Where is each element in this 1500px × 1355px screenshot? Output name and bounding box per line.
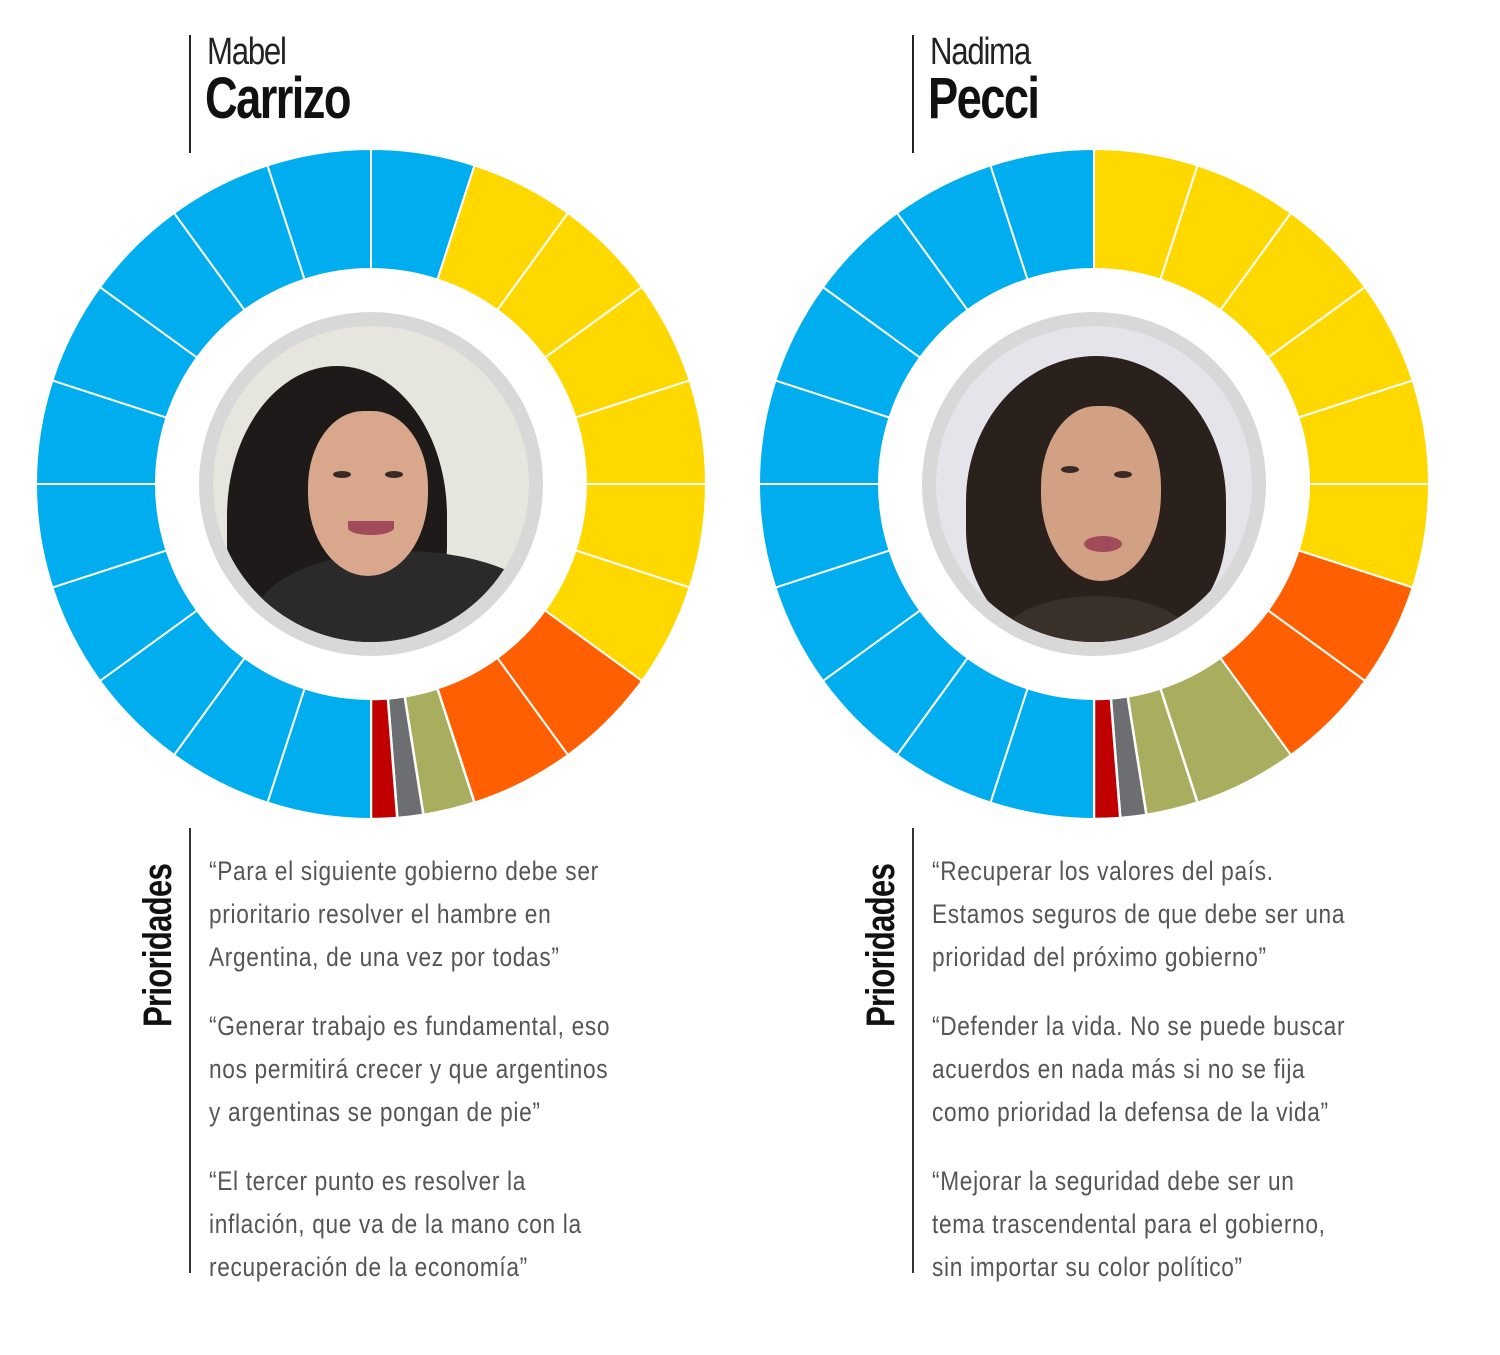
section-label-prioridades: Prioridades bbox=[859, 850, 903, 1050]
quotes-list: “Recuperar los valores del país. Estamos… bbox=[932, 850, 1452, 1315]
section-rule bbox=[912, 828, 914, 1273]
candidate-panel-pecci: Nadima Pecci Prioridades “Recuperar los … bbox=[723, 0, 1463, 1355]
photo-eye bbox=[1114, 471, 1132, 478]
quote-item: “Para el siguiente gobierno debe ser pri… bbox=[209, 856, 599, 972]
section-rule bbox=[189, 828, 191, 1273]
donut-svg bbox=[757, 147, 1431, 821]
section-label-prioridades: Prioridades bbox=[136, 850, 180, 1050]
photo-face bbox=[308, 411, 428, 576]
quote-item: “Generar trabajo es fundamental, eso nos… bbox=[209, 1011, 611, 1127]
quote-item: “Mejorar la seguridad debe ser un tema t… bbox=[932, 1166, 1326, 1282]
quote-item: “Defender la vida. No se puede buscar ac… bbox=[932, 1011, 1346, 1127]
candidate-photo bbox=[213, 326, 529, 642]
last-name: Carrizo bbox=[205, 66, 352, 131]
last-name: Pecci bbox=[928, 66, 1040, 131]
donut-segment-blue bbox=[989, 147, 1095, 281]
photo-mouth bbox=[1084, 536, 1122, 552]
header-rule bbox=[912, 35, 914, 153]
candidate-photo bbox=[936, 326, 1252, 642]
priorities-donut-chart bbox=[30, 143, 712, 825]
first-name: Nadima bbox=[930, 31, 1031, 73]
donut-segment-blue bbox=[266, 147, 372, 281]
candidate-panel-carrizo: Mabel Carrizo Prioridades “Para el sigui… bbox=[0, 0, 740, 1355]
photo-mouth bbox=[348, 521, 394, 535]
quote-item: “Recuperar los valores del país. Estamos… bbox=[932, 856, 1346, 972]
donut-svg bbox=[34, 147, 708, 821]
header-rule bbox=[189, 35, 191, 153]
quotes-list: “Para el siguiente gobierno debe ser pri… bbox=[209, 850, 729, 1315]
photo-eye bbox=[1061, 466, 1079, 473]
photo-eye bbox=[333, 471, 351, 478]
photo-face bbox=[1041, 406, 1161, 581]
first-name: Mabel bbox=[207, 31, 287, 73]
priorities-donut-chart bbox=[753, 143, 1435, 825]
photo-eye bbox=[385, 471, 403, 478]
section-label-text: Prioridades bbox=[859, 863, 903, 1028]
section-label-text: Prioridades bbox=[136, 863, 180, 1028]
quote-item: “El tercer punto es resolver la inflació… bbox=[209, 1166, 582, 1282]
